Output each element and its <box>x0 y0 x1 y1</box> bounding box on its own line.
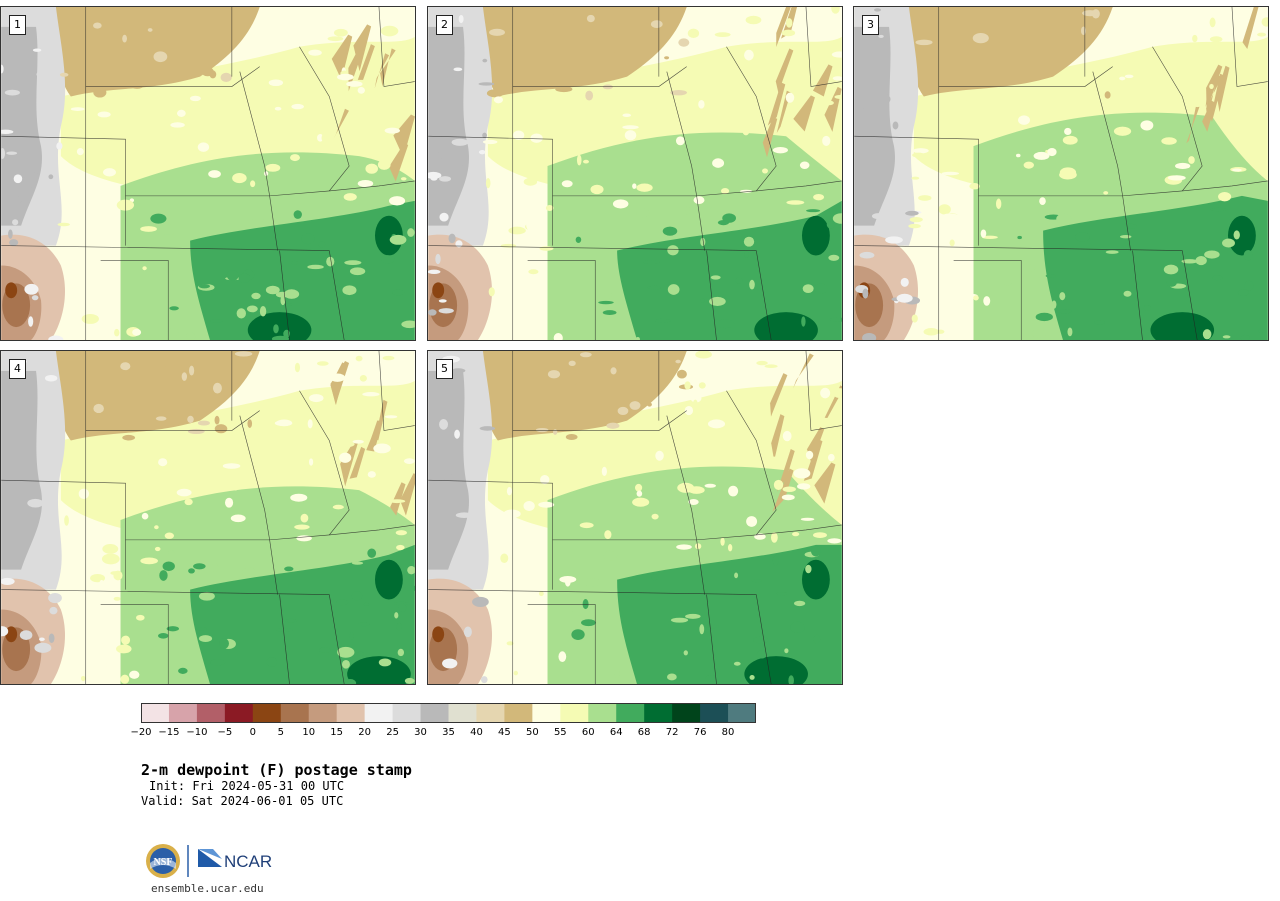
colorbar-tick-label: 60 <box>581 727 595 738</box>
colorbar-tick-label: −15 <box>158 727 180 738</box>
colorbar-swatch <box>168 703 198 723</box>
dewpoint-map <box>428 351 842 684</box>
colorbar-swatch <box>672 703 701 723</box>
valid-time: Valid: Sat 2024-06-01 05 UTC <box>141 794 344 808</box>
colorbar-tick-label: 15 <box>330 727 344 738</box>
colorbar-tick-label: 50 <box>525 727 539 738</box>
colorbar-tick-label: 45 <box>498 727 511 738</box>
ncar-logo-text: NCAR <box>224 852 272 871</box>
colorbar-swatch <box>700 703 729 723</box>
colorbar-swatch <box>476 703 505 723</box>
colorbar-swatch <box>560 703 589 723</box>
nsf-logo: NSF <box>146 844 180 878</box>
colorbar-tick-label: 68 <box>637 727 651 738</box>
ncar-logo: NCAR <box>198 849 272 871</box>
colorbar-tick-label: 10 <box>302 727 316 738</box>
colorbar-swatch <box>141 703 170 723</box>
colorbar-swatch <box>588 703 617 723</box>
colorbar-swatch <box>308 703 338 723</box>
dewpoint-map <box>854 7 1268 340</box>
colorbar-tick-label: 64 <box>609 727 623 738</box>
colorbar-tick-label: −5 <box>217 727 233 738</box>
colorbar-swatch <box>728 703 756 723</box>
map-panel-4: 4 <box>0 350 416 685</box>
colorbar-swatch <box>252 703 282 723</box>
panel-number: 4 <box>9 359 26 379</box>
colorbar-swatch <box>448 703 477 723</box>
colorbar-swatch <box>504 703 533 723</box>
dewpoint-map <box>1 7 415 340</box>
colorbar-tick-label: −20 <box>130 727 152 738</box>
colorbar-tick-label: 40 <box>470 727 483 738</box>
colorbar-tick-label: 72 <box>665 727 679 738</box>
colorbar-swatch <box>336 703 366 723</box>
map-panel-5: 5 <box>427 350 843 685</box>
chart-title: 2-m dewpoint (F) postage stamp <box>141 761 412 779</box>
panel-number: 2 <box>436 15 453 35</box>
panel-number: 1 <box>9 15 26 35</box>
colorbar-tick-label: 80 <box>721 727 735 738</box>
colorbar-swatch <box>364 703 394 723</box>
colorbar <box>141 703 756 723</box>
colorbar-tick-label: 30 <box>414 727 427 738</box>
dewpoint-map <box>1 351 415 684</box>
map-panel-3: 3 <box>853 6 1269 341</box>
colorbar-tick-label: −10 <box>186 727 208 738</box>
panel-number: 5 <box>436 359 453 379</box>
colorbar-tick-labels: −20 −15 −10 −5 0 5 10 15 20 25 30 35 40 45 50 55 60 64 68 7… <box>0 727 1280 741</box>
colorbar-tick-label: 5 <box>277 727 284 738</box>
colorbar-tick-label: 76 <box>693 727 707 738</box>
colorbar-swatch <box>532 703 561 723</box>
colorbar-border <box>141 703 756 723</box>
colorbar-swatch <box>224 703 254 723</box>
init-time: Init: Fri 2024-05-31 00 UTC <box>149 779 345 793</box>
colorbar-tick-label: 0 <box>249 727 256 738</box>
nsf-logo-text: NSF <box>154 857 173 868</box>
source-url: ensemble.ucar.edu <box>151 882 264 895</box>
colorbar-swatch <box>616 703 645 723</box>
panel-number: 3 <box>862 15 879 35</box>
dewpoint-map <box>428 7 842 340</box>
colorbar-tick-label: 35 <box>442 727 455 738</box>
colorbar-swatch <box>644 703 673 723</box>
colorbar-swatch <box>280 703 310 723</box>
logos: NSF NCAR <box>146 844 272 878</box>
colorbar-tick-label: 25 <box>386 727 399 738</box>
colorbar-swatch <box>392 703 422 723</box>
colorbar-tick-label: 20 <box>358 727 371 738</box>
colorbar-swatch <box>196 703 226 723</box>
map-panel-2: 2 <box>427 6 843 341</box>
map-panel-1: 1 <box>0 6 416 341</box>
colorbar-tick-label: 55 <box>553 727 567 738</box>
colorbar-swatch <box>420 703 449 723</box>
